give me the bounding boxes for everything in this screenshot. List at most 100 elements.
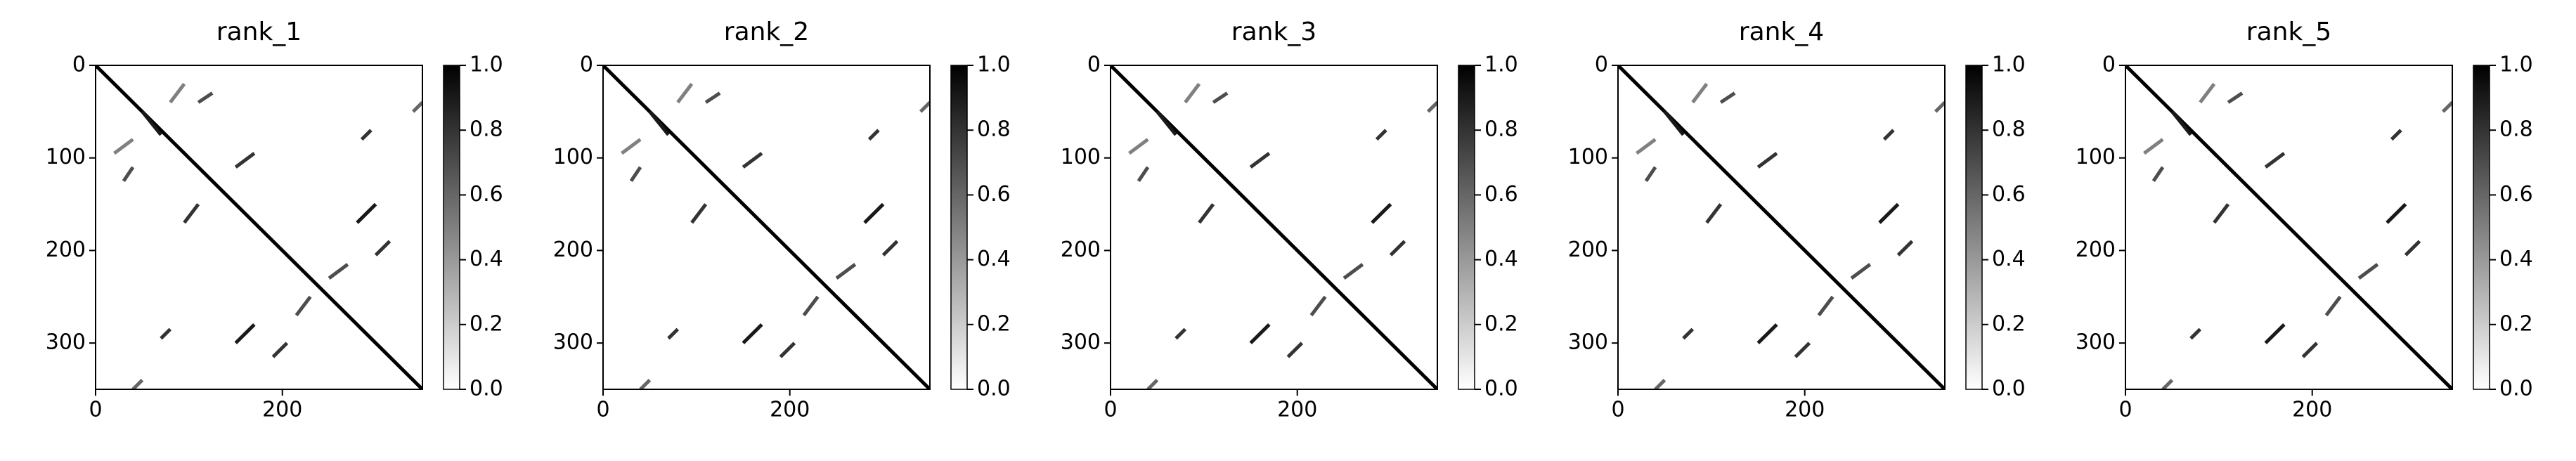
contact — [1705, 203, 1723, 224]
contact — [2189, 327, 2202, 340]
contact — [863, 202, 885, 224]
y-tick-label: 200 — [1568, 238, 1608, 262]
contact — [1137, 166, 1150, 183]
y-tick-label: 200 — [553, 238, 593, 262]
colorbar-tick-label: 0.4 — [1992, 247, 2026, 271]
colorbar-tick-label: 0.4 — [1484, 247, 1518, 271]
cells — [1111, 65, 1437, 389]
y-tick-label: 100 — [1568, 145, 1608, 169]
contact — [1146, 379, 1159, 389]
chart-title: rank_4 — [1739, 18, 1824, 46]
chart-title: rank_2 — [724, 18, 809, 46]
contact — [1691, 82, 1709, 104]
contact — [1719, 91, 1736, 104]
contact — [919, 100, 930, 113]
contact — [160, 327, 172, 340]
y-tick-label: 300 — [1568, 330, 1608, 355]
contact — [1636, 138, 1657, 155]
contact — [2213, 203, 2230, 224]
contact — [1934, 100, 1945, 113]
contact — [183, 203, 200, 224]
contact — [1198, 203, 1215, 224]
contact — [2404, 240, 2421, 257]
contact — [1882, 129, 1895, 141]
contact — [1756, 323, 1778, 344]
contact — [2324, 295, 2342, 317]
colorbar — [2473, 65, 2490, 390]
contact — [1249, 323, 1271, 344]
x-tick-label: 0 — [1611, 398, 1624, 422]
colorbar-tick-label: 0.8 — [1484, 117, 1518, 142]
colorbar-tick-label: 1.0 — [1992, 53, 2026, 77]
contact — [2390, 129, 2402, 141]
contact — [374, 240, 391, 257]
contact — [1756, 152, 1778, 169]
colorbar — [950, 65, 968, 390]
colorbar-tick-label: 0.0 — [1484, 377, 1518, 401]
contact — [742, 323, 763, 344]
contact — [197, 91, 214, 104]
plot-frame — [1110, 65, 1438, 390]
contact — [1878, 202, 1900, 224]
contact — [2264, 152, 2286, 169]
colorbar-tick-label: 0.2 — [470, 311, 503, 336]
colorbar-tick-label: 0.0 — [470, 377, 503, 401]
x-tick-label: 0 — [1103, 398, 1117, 422]
colorbar-tick-label: 0.6 — [1484, 182, 1518, 207]
chart-title: rank_1 — [216, 18, 302, 46]
contact — [2227, 91, 2244, 104]
cells — [603, 65, 930, 389]
colorbar — [443, 65, 460, 390]
colorbar-tick-label: 0.8 — [2499, 117, 2533, 142]
contact — [1663, 110, 1685, 136]
contact — [169, 82, 186, 104]
chart-title: rank_5 — [2246, 18, 2331, 46]
contact — [1128, 138, 1149, 155]
plot-frame — [602, 65, 931, 390]
plot-frame — [1617, 65, 1946, 390]
colorbar-tick-label: 0.2 — [2499, 311, 2533, 336]
y-tick-label: 0 — [2102, 53, 2116, 77]
y-tick-label: 200 — [2076, 238, 2116, 262]
contact — [1212, 91, 1229, 104]
cells — [1618, 65, 1945, 389]
contact — [2143, 138, 2164, 155]
contact — [704, 91, 721, 104]
contact — [1375, 129, 1387, 141]
colorbar-tick-label: 0.6 — [977, 182, 1011, 207]
y-tick-label: 0 — [1595, 53, 1608, 77]
x-tick-label: 200 — [770, 398, 810, 422]
x-tick-label: 200 — [1785, 398, 1825, 422]
contact — [1249, 152, 1271, 169]
colorbar-tick-label: 0.2 — [1992, 311, 2026, 336]
contact — [690, 203, 708, 224]
contact — [1817, 295, 1834, 317]
colorbar — [1458, 65, 1475, 390]
colorbar — [1965, 65, 1983, 390]
contact — [1184, 82, 1201, 104]
y-tick-label: 300 — [2076, 330, 2116, 355]
contact — [113, 138, 134, 155]
colorbar-tick-label: 1.0 — [2499, 53, 2533, 77]
contact — [295, 295, 312, 317]
y-tick-label: 100 — [46, 145, 86, 169]
x-tick-label: 0 — [89, 398, 102, 422]
colorbar-tick-label: 0.8 — [1992, 117, 2026, 142]
contact — [1156, 110, 1177, 136]
contact — [271, 342, 289, 358]
y-tick-label: 300 — [46, 330, 86, 355]
colorbar-tick-label: 0.4 — [470, 247, 503, 271]
contact — [2199, 82, 2216, 104]
contact — [131, 379, 144, 389]
cells — [96, 65, 422, 389]
contact — [621, 138, 642, 155]
x-tick-label: 0 — [596, 398, 609, 422]
contact — [667, 327, 680, 340]
contact — [356, 202, 377, 224]
contact — [2151, 166, 2165, 183]
contact — [1174, 327, 1187, 340]
contact — [234, 152, 256, 169]
contact — [1371, 202, 1392, 224]
colorbar-tick-label: 0.2 — [1484, 311, 1518, 336]
y-tick-label: 300 — [553, 330, 593, 355]
